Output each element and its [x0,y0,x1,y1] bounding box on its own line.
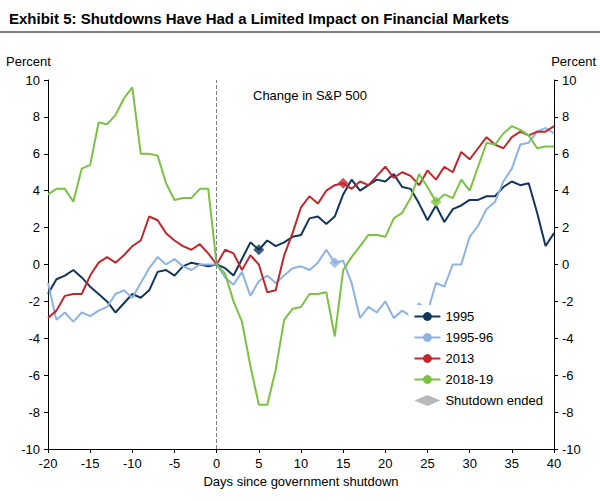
svg-text:2018-19: 2018-19 [445,372,493,387]
svg-text:1995-96: 1995-96 [445,330,493,345]
svg-text:25: 25 [420,456,434,471]
svg-text:0: 0 [213,456,220,471]
svg-text:Percent: Percent [6,54,51,69]
svg-text:-4: -4 [562,331,574,346]
svg-text:2: 2 [33,220,40,235]
svg-text:2013: 2013 [445,351,474,366]
svg-text:-15: -15 [81,456,100,471]
svg-text:4: 4 [33,183,40,198]
svg-text:-5: -5 [169,456,181,471]
svg-text:Change in S&P 500: Change in S&P 500 [253,88,367,103]
svg-text:Exhibit 5: Shutdowns Have Had: Exhibit 5: Shutdowns Have Had a Limited … [9,10,509,27]
svg-text:Shutdown ended: Shutdown ended [445,393,543,408]
svg-text:-6: -6 [562,368,574,383]
svg-text:10: 10 [26,73,40,88]
svg-text:4: 4 [562,183,569,198]
svg-text:-2: -2 [28,294,40,309]
svg-text:-6: -6 [28,368,40,383]
svg-text:8: 8 [562,109,569,124]
svg-text:-10: -10 [123,456,142,471]
svg-text:-10: -10 [21,442,40,457]
svg-text:8: 8 [33,109,40,124]
svg-text:-8: -8 [28,405,40,420]
svg-text:0: 0 [562,257,569,272]
svg-text:35: 35 [505,456,519,471]
svg-text:30: 30 [462,456,476,471]
svg-text:0: 0 [33,257,40,272]
svg-text:Days since government shutdown: Days since government shutdown [203,474,398,489]
svg-text:40: 40 [547,456,561,471]
svg-text:-8: -8 [562,405,574,420]
svg-text:5: 5 [255,456,262,471]
svg-text:10: 10 [294,456,308,471]
svg-text:1995: 1995 [445,309,474,324]
svg-text:Percent: Percent [551,54,596,69]
svg-text:15: 15 [336,456,350,471]
svg-text:20: 20 [378,456,392,471]
svg-text:6: 6 [562,146,569,161]
svg-text:-4: -4 [28,331,40,346]
svg-text:-20: -20 [39,456,58,471]
svg-text:-10: -10 [562,442,581,457]
svg-text:-2: -2 [562,294,574,309]
svg-text:10: 10 [562,73,576,88]
svg-text:6: 6 [33,146,40,161]
svg-text:2: 2 [562,220,569,235]
